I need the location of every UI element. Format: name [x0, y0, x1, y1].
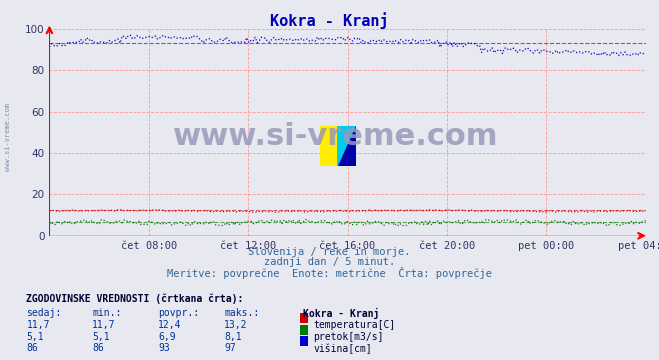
- Text: povpr.:: povpr.:: [158, 308, 199, 318]
- Text: maks.:: maks.:: [224, 308, 259, 318]
- Text: 13,2: 13,2: [224, 320, 248, 330]
- Text: 86: 86: [92, 343, 104, 354]
- Text: www.si-vreme.com: www.si-vreme.com: [5, 103, 11, 171]
- Text: 93: 93: [158, 343, 170, 354]
- Text: 86: 86: [26, 343, 38, 354]
- Text: Slovenija / reke in morje.: Slovenija / reke in morje.: [248, 247, 411, 257]
- Text: 97: 97: [224, 343, 236, 354]
- Text: zadnji dan / 5 minut.: zadnji dan / 5 minut.: [264, 257, 395, 267]
- Polygon shape: [320, 126, 338, 166]
- Text: 5,1: 5,1: [92, 332, 110, 342]
- Text: temperatura[C]: temperatura[C]: [313, 320, 395, 330]
- Text: Meritve: povprečne  Enote: metrične  Črta: povprečje: Meritve: povprečne Enote: metrične Črta:…: [167, 267, 492, 279]
- Polygon shape: [338, 126, 356, 166]
- Text: ZGODOVINSKE VREDNOSTI (črtkana črta):: ZGODOVINSKE VREDNOSTI (črtkana črta):: [26, 293, 244, 304]
- Text: 12,4: 12,4: [158, 320, 182, 330]
- Text: Kokra - Kranj: Kokra - Kranj: [303, 308, 380, 319]
- Text: 6,9: 6,9: [158, 332, 176, 342]
- Text: višina[cm]: višina[cm]: [313, 343, 372, 354]
- Polygon shape: [338, 126, 356, 166]
- Text: 11,7: 11,7: [26, 320, 50, 330]
- Text: 8,1: 8,1: [224, 332, 242, 342]
- Text: Kokra - Kranj: Kokra - Kranj: [270, 13, 389, 30]
- Polygon shape: [320, 126, 338, 166]
- Text: pretok[m3/s]: pretok[m3/s]: [313, 332, 384, 342]
- Text: 11,7: 11,7: [92, 320, 116, 330]
- Text: 5,1: 5,1: [26, 332, 44, 342]
- Text: www.si-vreme.com: www.si-vreme.com: [173, 122, 499, 151]
- Text: sedaj:: sedaj:: [26, 308, 61, 318]
- Text: min.:: min.:: [92, 308, 122, 318]
